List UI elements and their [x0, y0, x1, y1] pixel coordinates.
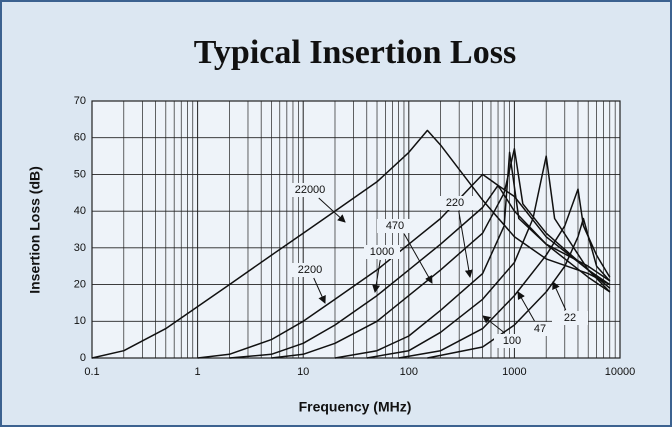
- annotation-bg: [552, 311, 588, 325]
- x-tick-label: 100: [400, 366, 418, 378]
- annotation-arrow: [482, 315, 506, 334]
- series-label: 22: [564, 312, 576, 324]
- x-tick-label: 0.1: [84, 366, 99, 378]
- x-tick-label: 1: [195, 366, 201, 378]
- annotation-bg: [522, 322, 558, 336]
- series-label: 470: [386, 220, 404, 232]
- series-label: 1000: [370, 246, 394, 258]
- annotation-arrow: [458, 210, 473, 278]
- y-tick-label: 60: [74, 132, 86, 144]
- y-tick-label: 70: [74, 95, 86, 107]
- annotation-bg: [437, 196, 473, 210]
- annotation-arrow: [552, 281, 567, 311]
- y-tick-label: 30: [74, 242, 86, 254]
- series-line: [229, 184, 611, 359]
- annotation-bg: [292, 263, 328, 277]
- series-label: 220: [446, 197, 464, 209]
- annotation-arrow: [318, 197, 346, 223]
- x-axis-label: Frequency (MHz): [299, 399, 412, 415]
- series-line: [271, 147, 611, 359]
- y-tick-label: 40: [74, 205, 86, 217]
- annotation-bg: [292, 183, 328, 197]
- x-tick-label: 1000: [502, 366, 526, 378]
- plot-border: [91, 100, 621, 359]
- chart-title: Typical Insertion Loss: [194, 34, 516, 71]
- annotation-bg: [494, 334, 530, 348]
- series-label: 22000: [295, 184, 326, 196]
- annotation-arrow: [403, 233, 433, 284]
- y-tick-label: 10: [74, 315, 86, 327]
- series-line: [366, 155, 611, 359]
- y-axis-label: Insertion Loss (dB): [27, 166, 43, 294]
- annotation-arrow: [517, 291, 535, 322]
- series-line: [91, 129, 611, 359]
- annotation-bg: [377, 219, 413, 233]
- x-tick-label: 10000: [605, 366, 636, 378]
- annotation-arrow: [372, 259, 381, 293]
- y-tick-label: 50: [74, 168, 86, 180]
- y-tick-label: 0: [80, 352, 86, 364]
- y-tick-label: 20: [74, 278, 86, 290]
- x-tick-label: 10: [297, 366, 309, 378]
- series-line: [427, 217, 611, 359]
- series-line: [334, 151, 611, 359]
- series-label: 100: [503, 335, 521, 347]
- series-label: 47: [534, 323, 546, 335]
- annotation-arrow: [313, 277, 326, 304]
- annotation-bg: [364, 245, 400, 259]
- series-label: 2200: [298, 264, 322, 276]
